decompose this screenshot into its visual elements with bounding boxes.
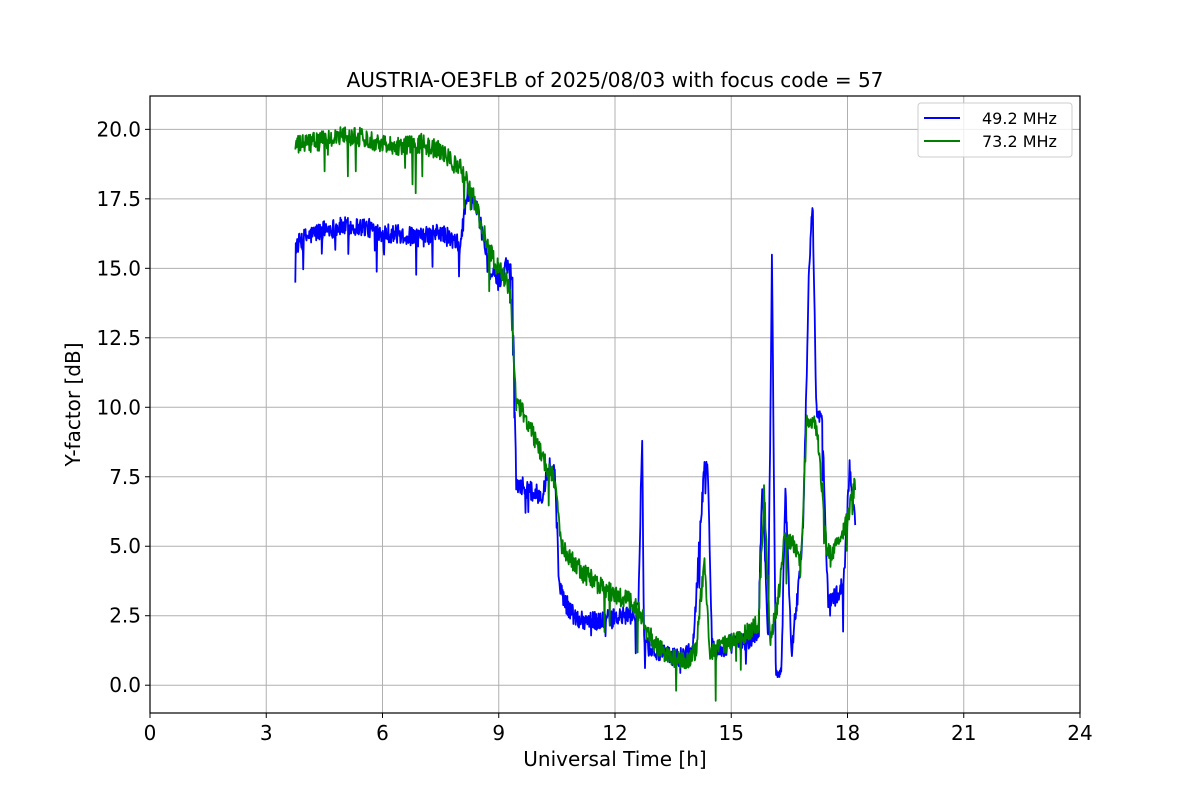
tick-layer: 0 3 6 9 12 15 18 21 24 0.0 2.5 5.0 7.5 10.0 12.5 15.0 17… — [96, 117, 1092, 745]
y-tick-label: 17.5 — [96, 187, 141, 211]
y-tick-label: 0.0 — [109, 673, 141, 697]
x-tick-label: 0 — [144, 721, 157, 745]
legend-label: 73.2 MHz — [982, 132, 1057, 151]
x-axis-label: Universal Time [h] — [523, 747, 706, 771]
y-tick-label: 2.5 — [109, 604, 141, 628]
y-tick-label: 10.0 — [96, 395, 141, 419]
y-axis-label: Y-factor [dB] — [61, 342, 85, 467]
x-tick-label: 24 — [1067, 721, 1092, 745]
series-line-1 — [294, 182, 857, 678]
x-tick-label: 9 — [492, 721, 505, 745]
y-tick-label: 20.0 — [96, 117, 141, 141]
y-tick-label: 15.0 — [96, 256, 141, 280]
x-tick-label: 12 — [602, 721, 627, 745]
legend-label: 49.2 MHz — [982, 109, 1057, 128]
y-tick-label: 12.5 — [96, 326, 141, 350]
x-tick-label: 18 — [835, 721, 860, 745]
series-layer — [294, 126, 857, 702]
x-tick-label: 21 — [951, 721, 976, 745]
series-line-2 — [294, 126, 857, 702]
legend-box — [917, 102, 1073, 158]
x-tick-label: 3 — [260, 721, 273, 745]
y-tick-label: 5.0 — [109, 534, 141, 558]
chart-title: AUSTRIA-OE3FLB of 2025/08/03 with focus … — [347, 68, 884, 92]
legend: 49.2 MHz 73.2 MHz — [917, 102, 1073, 158]
y-tick-label: 7.5 — [109, 465, 141, 489]
x-tick-label: 6 — [376, 721, 389, 745]
x-tick-label: 15 — [719, 721, 744, 745]
